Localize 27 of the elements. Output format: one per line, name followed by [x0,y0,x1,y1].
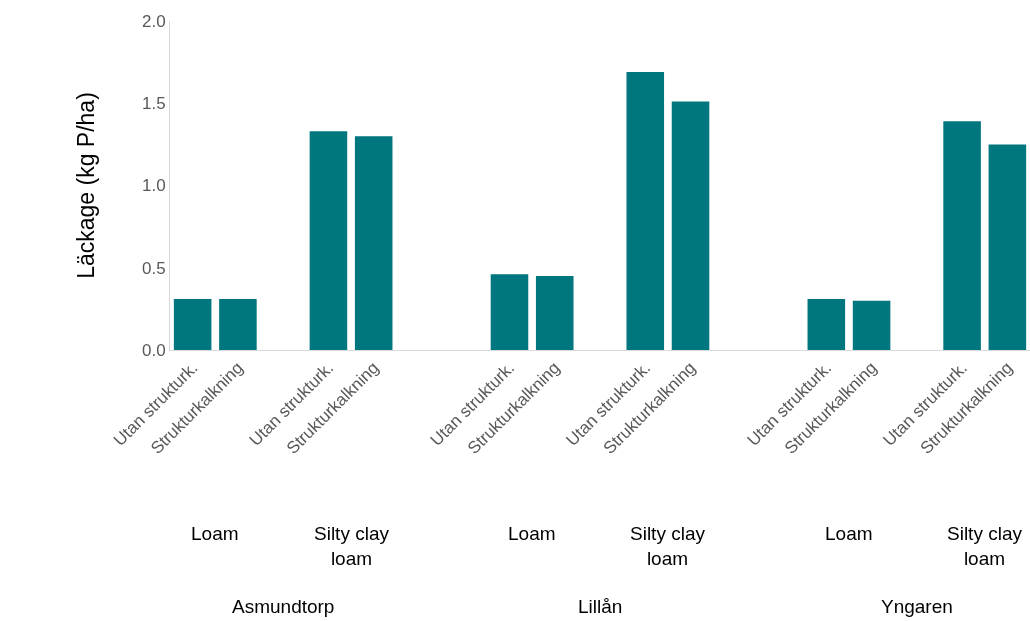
text: Silty clay loam [314,523,390,569]
bar [219,299,257,350]
bar [988,144,1027,350]
bar [807,299,846,350]
text: Loam [508,523,556,544]
y-tick-label: 0.5 [141,258,166,278]
bar [626,72,665,350]
bar [671,101,710,350]
bar [309,131,348,350]
y-tick-label: 1.0 [141,176,166,196]
y-tick-label: 0.0 [141,340,166,360]
text: Asmundtorp [232,596,335,617]
y-axis-title: Läckage (kg P/ha) [73,92,100,279]
text: Silty clay loam [630,523,706,569]
y-tick-label: 1.5 [141,94,166,114]
y-tick-label: 2.0 [141,11,166,31]
bar [852,300,891,350]
text: Loam [825,523,873,544]
bar [535,275,574,350]
bar [354,136,393,350]
bar [943,121,981,350]
text: Silty clay loam [947,523,1023,569]
text: Loam [191,523,239,544]
text: Yngaren [881,596,953,617]
text: Lillån [578,596,623,617]
bar [490,274,529,350]
bar [173,299,212,350]
